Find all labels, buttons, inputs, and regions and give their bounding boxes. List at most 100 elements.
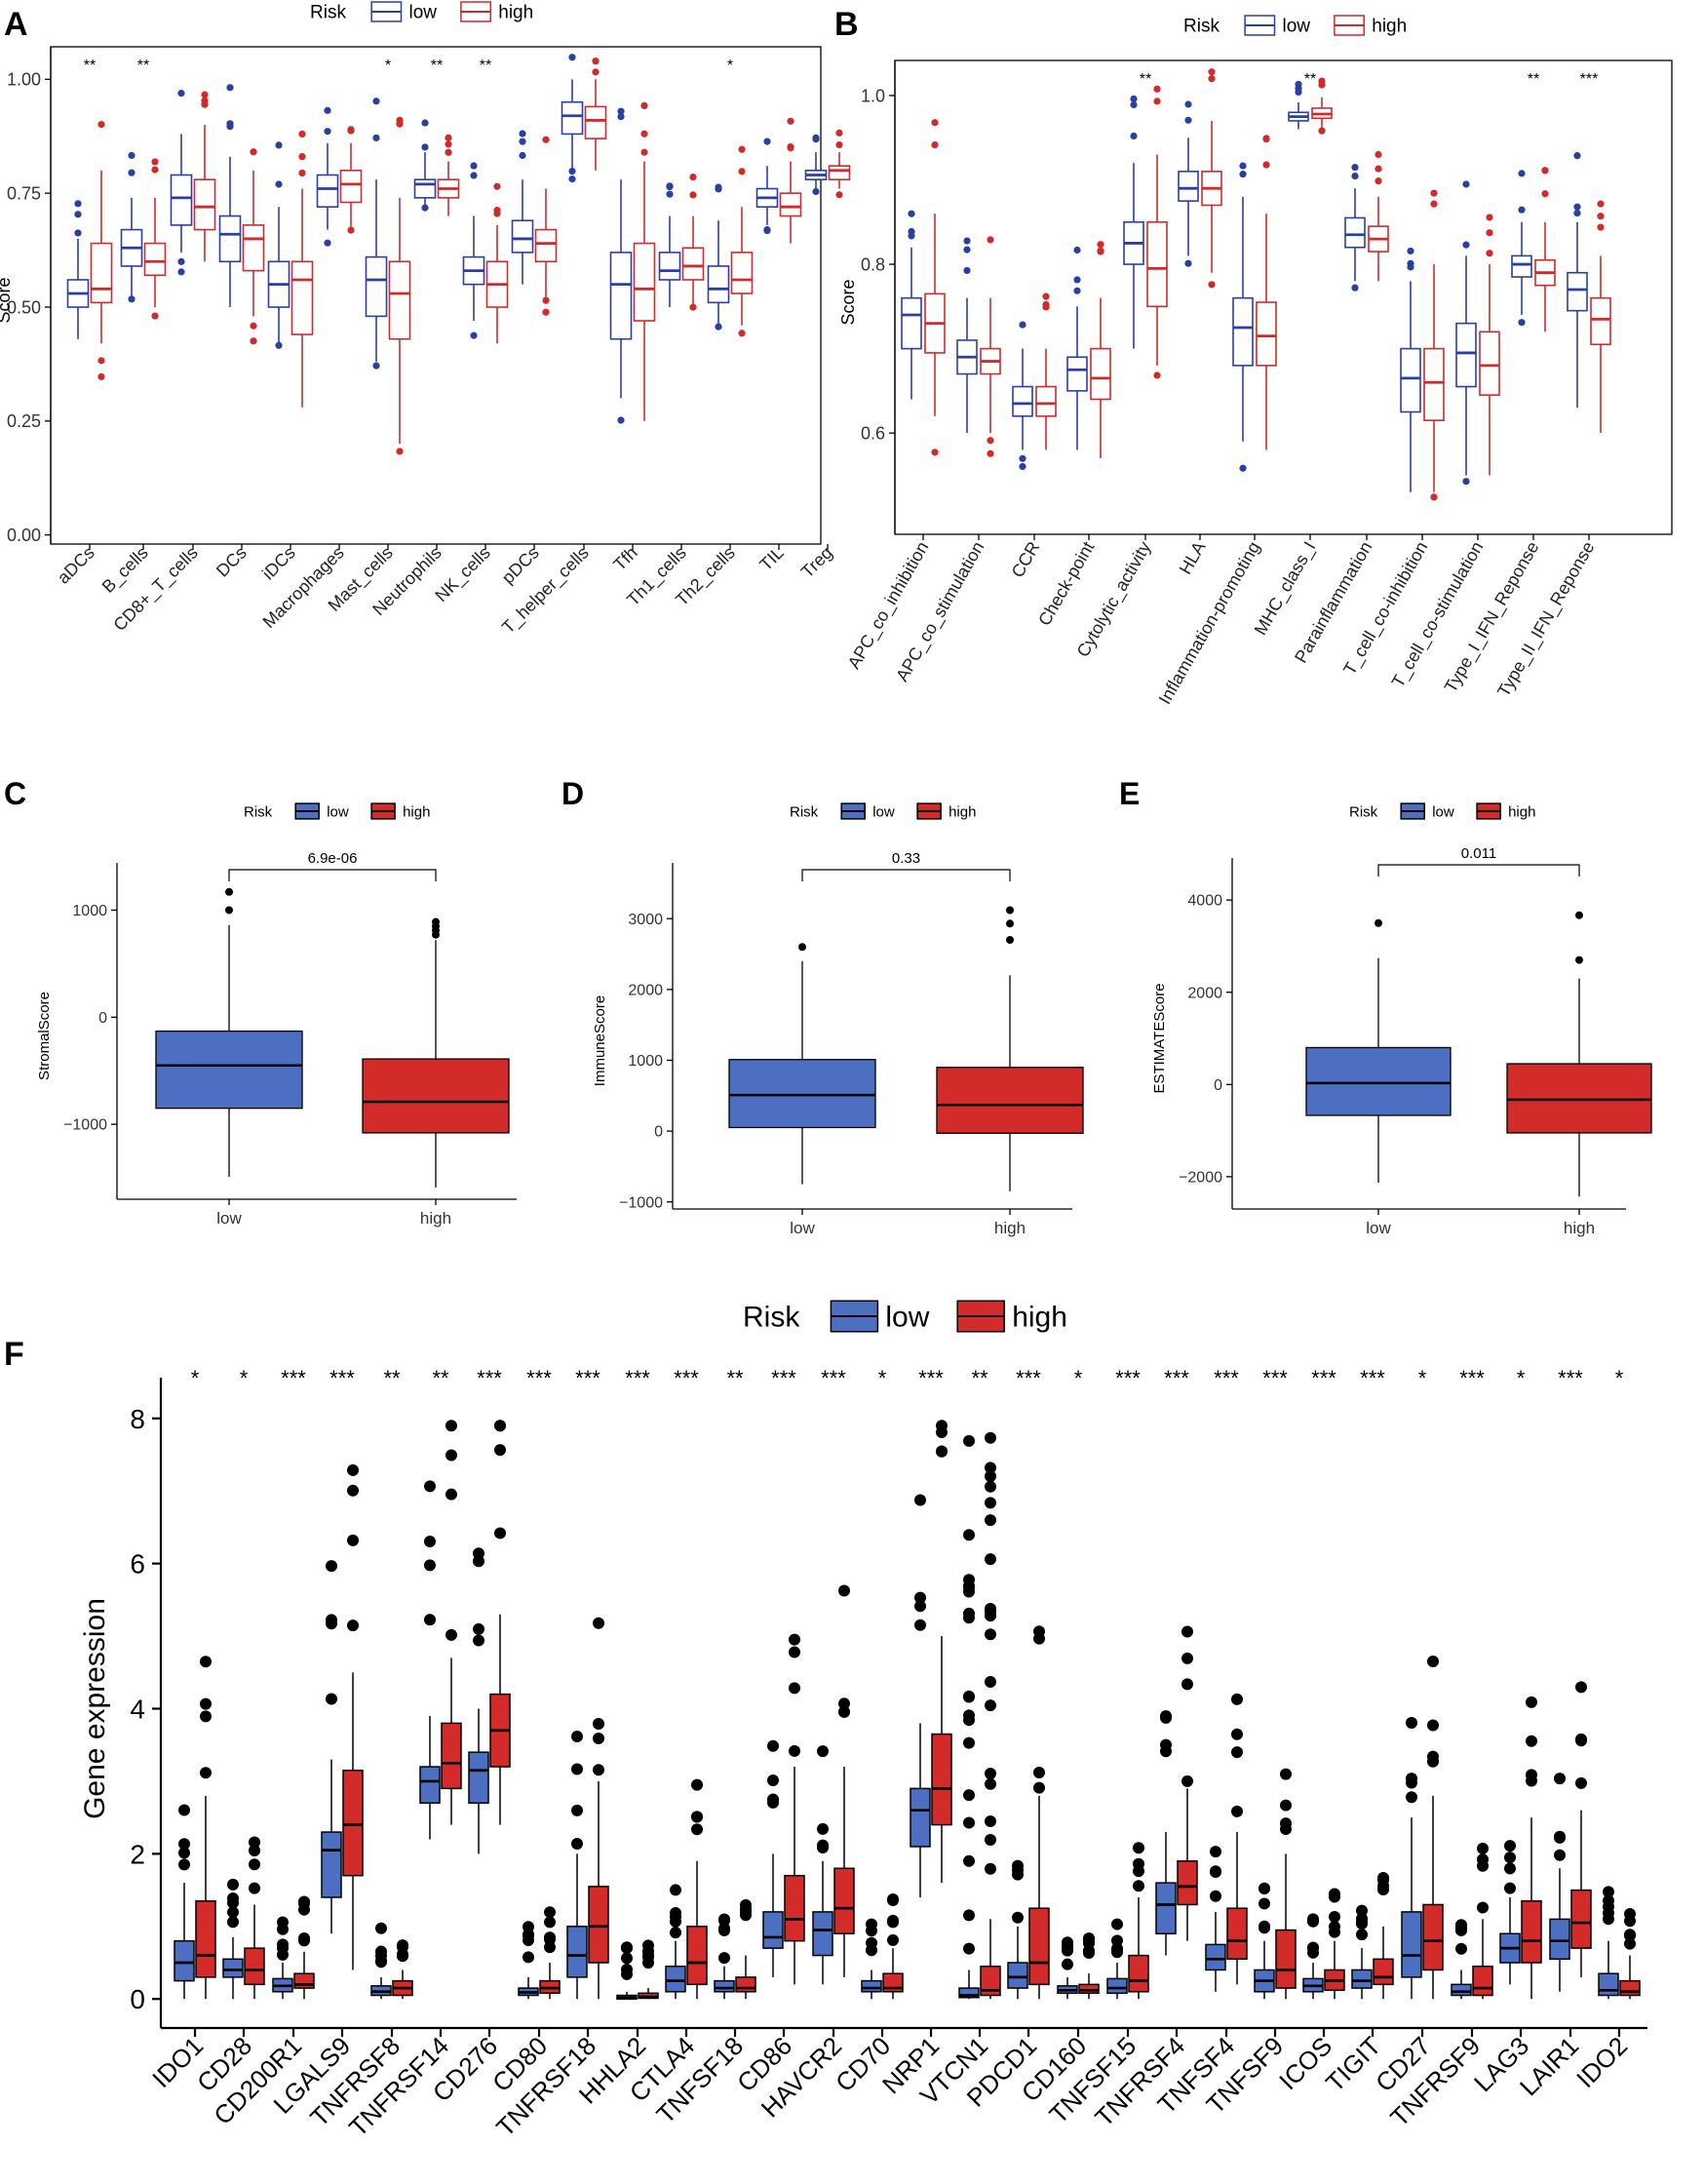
box-low-outlier [1406,1717,1417,1730]
significance-label: * [727,58,733,74]
box-high-outlier [985,1462,996,1474]
box-low-outlier [1504,1882,1516,1894]
box-low-outlier [1210,1865,1221,1878]
box-low-outlier [568,176,576,183]
significance-label: ** [84,58,96,74]
y-tick-label: −2000 [1179,1169,1222,1186]
box-high-box [534,228,558,263]
significance-label: *** [1311,1366,1336,1390]
legend-label-low: low [872,803,895,820]
significance-label: * [1418,1366,1427,1390]
box-low-outlier [523,1951,534,1964]
box-low-outlier [1603,1886,1614,1898]
box-low-box [170,174,193,226]
box-low-box [1205,1943,1226,1971]
y-tick-label: −1000 [619,1194,663,1211]
box-high-outlier [1208,68,1216,76]
box-low-outlier [1111,1942,1123,1955]
outlier-low [798,943,806,952]
box-high-outlier [838,1584,850,1597]
box-high-outlier [1427,1755,1439,1768]
box-high-outlier [544,1931,556,1944]
box-high-outlier [642,1949,654,1962]
significance-label: ** [383,1366,401,1390]
box-high-box [1570,1889,1592,1949]
box-high-box [633,242,656,322]
box-low-outlier [226,84,234,92]
box-high-outlier [298,169,306,177]
significance-label: * [1615,1366,1624,1390]
box-high-outlier [151,312,159,320]
y-tick-label: 1.0 [861,86,885,105]
legend-label-high: high [403,803,430,820]
legend-title: Risk [790,803,819,820]
box-high-outlier [985,1699,996,1712]
box-low-outlier [908,210,915,217]
box-low-outlier [375,1945,387,1958]
y-tick-label: 2 [130,1839,145,1869]
x-tick-label: aDCs [54,543,98,588]
significance-label: *** [1459,1366,1485,1390]
box-low-box [1066,356,1088,392]
box-high-box [584,105,607,139]
box-low-outlier [277,1948,289,1961]
box-high-box [1275,1929,1297,1989]
box-low-box [1567,271,1588,312]
significance-label: * [878,1366,887,1390]
box-low-outlier [128,295,136,303]
y-tick-label: 0 [130,1984,145,2014]
box-high-outlier [200,1656,212,1668]
box-low-outlier [621,1941,633,1954]
box-low-outlier [1130,95,1138,103]
box-low-outlier [963,1736,975,1749]
box-high-outlier [985,1862,996,1875]
significance-label: *** [1262,1366,1288,1390]
box-low-outlier [1062,1936,1073,1949]
box-low-outlier [372,362,380,370]
box-low-outlier [227,1878,239,1891]
box-low-outlier [963,1529,975,1541]
box-high-outlier [592,58,600,65]
box-low-outlier [227,1906,239,1919]
significance-label: ** [432,1366,449,1390]
box-high-box [931,1733,952,1826]
box-low-outlier [963,1942,975,1955]
box-low-outlier [1554,1830,1566,1843]
box-low-outlier [963,1854,975,1867]
box-low-outlier [1160,1710,1172,1723]
box-low-box [1511,254,1532,278]
box-low-outlier [275,180,283,188]
box-low-outlier [128,151,136,160]
box-high-outlier [1262,135,1270,142]
box-high-outlier [1318,127,1326,135]
box-high-outlier [445,1488,457,1501]
box-low-outlier [277,1916,289,1929]
box-low-outlier [128,169,136,176]
legend-label-low: low [1283,17,1311,37]
box-high-outlier [1280,1817,1292,1830]
box-low-box [1155,1882,1177,1934]
box-high-outlier [1033,1632,1045,1645]
box-high-outlier [97,121,105,129]
y-tick-label: 6 [130,1549,145,1580]
box-low-box [958,1987,980,1999]
box-high-box [779,192,802,217]
box-low-box [1451,1983,1472,1997]
box-low-box [1401,1911,1422,1978]
box-low-outlier [1184,259,1192,267]
y-tick-label: 0.25 [7,411,41,431]
box-high-outlier [200,1767,212,1779]
box-high-outlier [151,166,159,174]
box-high-outlier [1624,1937,1636,1950]
box-high-outlier [249,1836,260,1849]
box-high-outlier [1541,190,1549,198]
significance-label: *** [1558,1366,1583,1390]
box-low-outlier [621,1952,633,1965]
box-low-outlier [424,1559,436,1572]
box-high-outlier [1575,1776,1587,1789]
box-high-outlier [1033,1781,1045,1794]
box-low-outlier [812,187,820,196]
box-high-outlier [985,1834,996,1847]
box-high-outlier [1208,281,1216,289]
box-high-outlier [396,120,404,128]
